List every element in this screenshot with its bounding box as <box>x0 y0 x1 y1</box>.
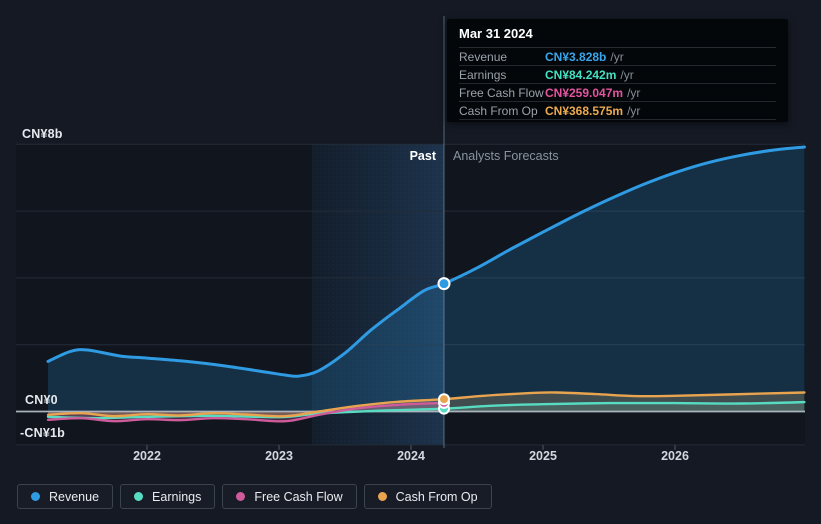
x-axis-label-2024: 2024 <box>397 449 425 463</box>
tooltip-row-revenue: Revenue CN¥3.828b /yr <box>459 48 776 66</box>
tooltip-date: Mar 31 2024 <box>459 26 776 48</box>
y-axis-label-8b: CN¥8b <box>22 127 63 141</box>
legend-label: Revenue <box>49 489 100 504</box>
chart-legend: Revenue Earnings Free Cash Flow Cash Fro… <box>17 484 492 509</box>
tooltip-label: Revenue <box>459 49 508 64</box>
tooltip-value: CN¥84.242m <box>545 67 617 82</box>
cash-from-op-dot-icon <box>377 492 387 501</box>
revenue-dot-icon <box>31 492 40 501</box>
tooltip-suffix: /yr <box>627 103 641 118</box>
x-axis-label-2023: 2023 <box>265 449 293 463</box>
tooltip-suffix: /yr <box>627 85 641 100</box>
earnings-dot-icon <box>134 492 144 501</box>
past-section-label: Past <box>409 149 436 163</box>
y-axis-label-neg1b: -CN¥1b <box>20 426 65 440</box>
forecast-section-label: Analysts Forecasts <box>453 149 559 163</box>
legend-button-free-cash-flow[interactable]: Free Cash Flow <box>222 484 357 509</box>
legend-button-revenue[interactable]: Revenue <box>17 484 114 509</box>
legend-button-cash-from-op[interactable]: Cash From Op <box>363 484 492 509</box>
tooltip-suffix: /yr <box>620 67 634 82</box>
tooltip-row-earnings: Earnings CN¥84.242m /yr <box>459 66 776 84</box>
tooltip-value: CN¥368.575m <box>545 103 624 118</box>
x-axis-label-2025: 2025 <box>529 449 557 463</box>
tooltip-label: Earnings <box>459 67 507 82</box>
tooltip-label: Cash From Op <box>459 103 538 118</box>
free-cash-flow-dot-icon <box>236 492 246 501</box>
legend-label: Free Cash Flow <box>254 489 343 504</box>
tooltip-value: CN¥259.047m <box>545 85 624 100</box>
tooltip-label: Free Cash Flow <box>459 85 544 100</box>
legend-button-earnings[interactable]: Earnings <box>120 484 216 509</box>
tooltip-suffix: /yr <box>610 49 624 64</box>
x-axis-label-2022: 2022 <box>133 449 161 463</box>
tooltip-value: CN¥3.828b <box>545 49 607 64</box>
x-axis-label-2026: 2026 <box>661 449 689 463</box>
legend-label: Earnings <box>152 489 202 504</box>
chart-tooltip: Mar 31 2024 Revenue CN¥3.828b /yr Earnin… <box>447 19 788 122</box>
tooltip-row-cash-from-op: Cash From Op CN¥368.575m /yr <box>459 102 776 120</box>
y-axis-label-zero: CN¥0 <box>25 393 58 407</box>
legend-label: Cash From Op <box>395 489 478 504</box>
tooltip-row-free-cash-flow: Free Cash Flow CN¥259.047m /yr <box>459 84 776 102</box>
chart-canvas[interactable] <box>0 0 821 470</box>
